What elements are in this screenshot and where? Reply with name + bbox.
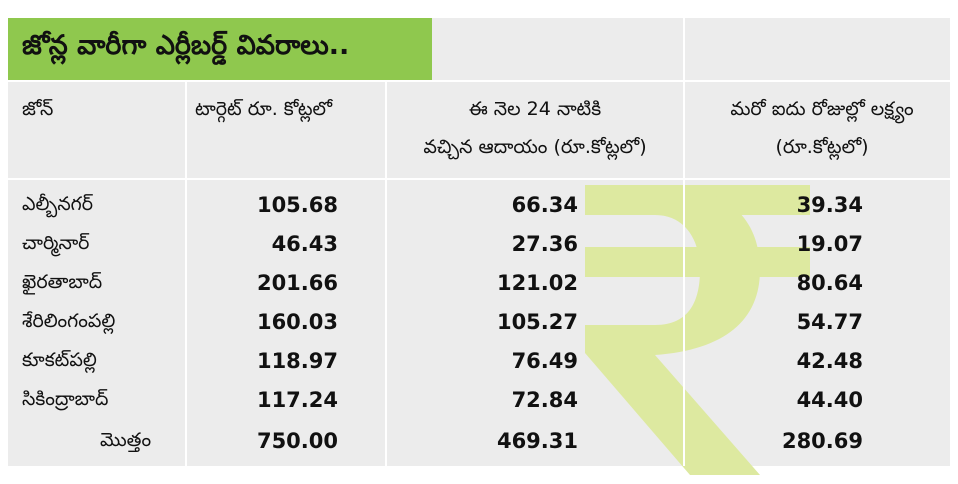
row-zone: కూకట్‌పల్లి bbox=[22, 349, 97, 371]
row-remaining: 19.07 bbox=[796, 232, 863, 256]
row-received: 105.27 bbox=[496, 310, 578, 334]
page-title: జోన్ల వారీగా ఎర్లీబర్డ్ వివరాలు.. bbox=[8, 18, 432, 80]
row-remaining: 54.77 bbox=[796, 310, 863, 334]
row-zone: ఎల్బీనగర్ bbox=[22, 193, 94, 215]
row-received: 66.34 bbox=[511, 193, 578, 217]
row-zone: చార్మినార్ bbox=[22, 232, 90, 254]
row-target: 46.43 bbox=[271, 232, 338, 256]
row-zone: ఖైరతాబాద్ bbox=[22, 271, 103, 293]
rupee-icon bbox=[585, 185, 810, 475]
column-divider-3 bbox=[683, 18, 685, 466]
column-divider-2 bbox=[385, 80, 387, 466]
row-target: 160.03 bbox=[256, 310, 338, 334]
header-target: టార్గెట్ రూ. కోట్లలో bbox=[195, 98, 333, 120]
header-remaining-line1: మరో ఐదు రోజుల్లో లక్ష్యం bbox=[730, 98, 914, 120]
row-target: 105.68 bbox=[256, 193, 338, 217]
row-received: 27.36 bbox=[511, 232, 578, 256]
header-divider-bottom bbox=[8, 178, 950, 180]
row-received: 121.02 bbox=[496, 271, 578, 295]
total-target: 750.00 bbox=[256, 429, 338, 453]
row-target: 117.24 bbox=[256, 388, 338, 412]
total-remaining: 280.69 bbox=[781, 429, 863, 453]
table-background bbox=[8, 18, 950, 466]
row-target: 118.97 bbox=[256, 349, 338, 373]
row-remaining: 44.40 bbox=[796, 388, 863, 412]
row-remaining: 39.34 bbox=[796, 193, 863, 217]
row-received: 72.84 bbox=[511, 388, 578, 412]
row-zone: సికింద్రాబాద్ bbox=[22, 388, 109, 410]
row-target: 201.66 bbox=[256, 271, 338, 295]
total-received: 469.31 bbox=[496, 429, 578, 453]
total-label: మొత్తం bbox=[100, 429, 152, 451]
header-remaining-line2: (రూ.కోట్లలో) bbox=[775, 136, 869, 158]
row-remaining: 80.64 bbox=[796, 271, 863, 295]
row-remaining: 42.48 bbox=[796, 349, 863, 373]
header-zone: జోన్ bbox=[22, 98, 54, 120]
header-received-line1: ఈ నెల 24 నాటికి bbox=[468, 98, 602, 120]
header-received-line2: వచ్చిన ఆదాయం (రూ.కోట్లలో) bbox=[423, 136, 647, 158]
header-divider-top bbox=[8, 80, 950, 82]
column-divider-1 bbox=[185, 80, 187, 466]
row-received: 76.49 bbox=[511, 349, 578, 373]
row-zone: శేరిలింగంపల్లి bbox=[22, 310, 116, 332]
